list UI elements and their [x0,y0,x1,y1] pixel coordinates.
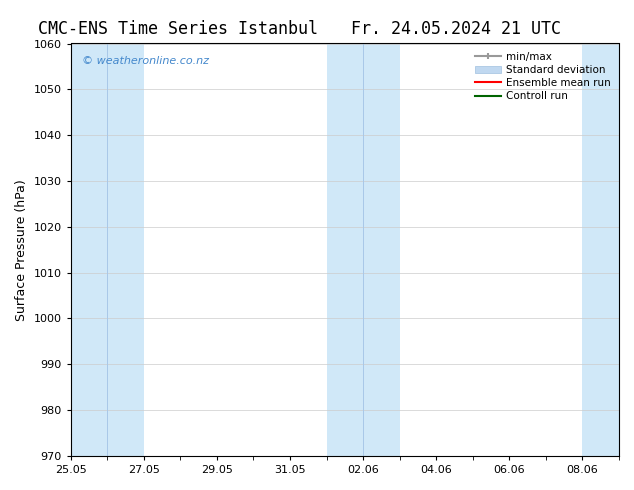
Text: CMC-ENS Time Series Istanbul: CMC-ENS Time Series Istanbul [37,20,318,38]
Bar [71,44,144,456]
Legend: min/max, Standard deviation, Ensemble mean run, Controll run: min/max, Standard deviation, Ensemble me… [472,49,614,104]
Text: Fr. 24.05.2024 21 UTC: Fr. 24.05.2024 21 UTC [351,20,562,38]
Y-axis label: Surface Pressure (hPa): Surface Pressure (hPa) [15,179,28,320]
Bar [583,44,634,456]
Bar [327,44,399,456]
Text: © weatheronline.co.nz: © weatheronline.co.nz [82,56,209,66]
